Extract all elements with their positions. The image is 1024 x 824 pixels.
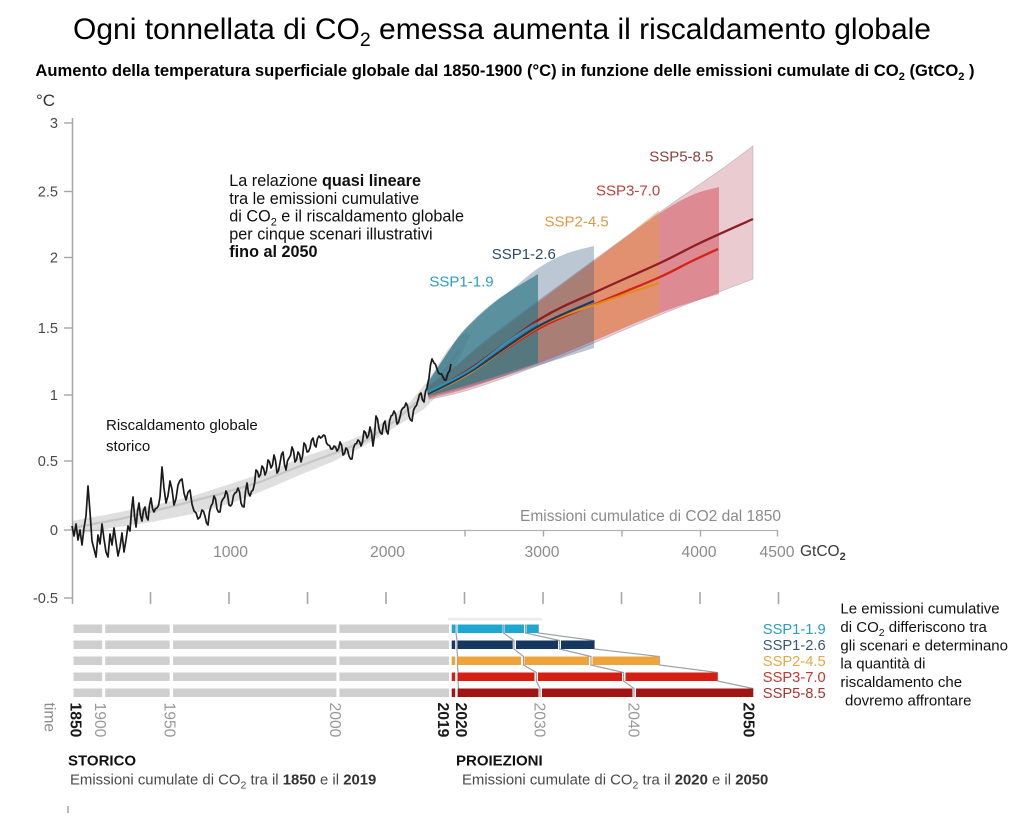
svg-text:1850: 1850 — [67, 703, 84, 738]
svg-text:Emissioni cumulate di CO2 tra: Emissioni cumulate di CO2 tra il 1850 e … — [70, 773, 376, 792]
svg-text:0: 0 — [50, 523, 58, 539]
svg-text:3000: 3000 — [525, 544, 560, 561]
svg-text:riscaldamento che: riscaldamento che — [840, 674, 962, 691]
svg-text:2019: 2019 — [434, 703, 451, 738]
svg-text:0.5: 0.5 — [38, 454, 58, 470]
svg-text:per cinque scenari illustrativ: per cinque scenari illustrativi — [229, 225, 432, 243]
svg-text:2: 2 — [50, 251, 58, 267]
svg-text:SSP1-1.9: SSP1-1.9 — [763, 622, 826, 638]
svg-text:4000: 4000 — [682, 544, 717, 561]
svg-text:gli scenari e determinano: gli scenari e determinano — [840, 637, 1008, 654]
svg-text:2050: 2050 — [740, 703, 757, 738]
svg-text:di CO2 differiscono tra: di CO2 differiscono tra — [840, 619, 987, 639]
svg-text:time: time — [41, 703, 58, 733]
svg-text:Riscaldamento globale: Riscaldamento globale — [106, 417, 258, 434]
svg-text:Ogni tonnellata di CO2 emessa: Ogni tonnellata di CO2 emessa aumenta il… — [73, 13, 931, 51]
svg-text:GtCO2: GtCO2 — [800, 543, 846, 563]
svg-text:Aumento della temperatura supe: Aumento della temperatura superficiale g… — [35, 61, 974, 83]
svg-text:Emissioni cumulate di CO2 tra: Emissioni cumulate di CO2 tra il 2020 e … — [462, 773, 768, 792]
svg-text:2020: 2020 — [452, 703, 469, 738]
svg-text:SSP3-7.0: SSP3-7.0 — [763, 670, 826, 686]
svg-text:2030: 2030 — [531, 703, 548, 738]
svg-text:SSP5-8.5: SSP5-8.5 — [763, 686, 826, 702]
svg-text:la quantità di: la quantità di — [840, 656, 925, 673]
svg-text:SSP5-8.5: SSP5-8.5 — [649, 149, 713, 166]
svg-text:di CO2 e il riscaldamento glob: di CO2 e il riscaldamento globale — [229, 208, 464, 229]
svg-text:1.5: 1.5 — [38, 321, 58, 337]
svg-text:1: 1 — [50, 388, 58, 404]
svg-text:storico: storico — [106, 438, 150, 455]
svg-text:4500: 4500 — [760, 544, 795, 561]
svg-text:2000: 2000 — [370, 544, 405, 561]
svg-text:1900: 1900 — [91, 703, 108, 738]
svg-text:dovremo affrontare: dovremo affrontare — [845, 693, 971, 710]
svg-text:Le emissioni cumulative: Le emissioni cumulative — [840, 601, 999, 618]
svg-text:fino al 2050: fino al 2050 — [229, 243, 317, 261]
svg-text:2.5: 2.5 — [38, 185, 58, 201]
svg-text:°C: °C — [36, 91, 55, 110]
svg-text:SSP1-2.6: SSP1-2.6 — [763, 638, 826, 654]
svg-text:STORICO: STORICO — [68, 753, 136, 770]
svg-text:2040: 2040 — [625, 703, 642, 738]
svg-text:La relazione quasi lineare: La relazione quasi lineare — [229, 172, 421, 190]
svg-text:1000: 1000 — [213, 544, 248, 561]
svg-text:1950: 1950 — [161, 703, 178, 738]
svg-text:SSP1-2.6: SSP1-2.6 — [492, 246, 556, 263]
svg-text:3: 3 — [50, 116, 58, 132]
svg-text:SSP2-4.5: SSP2-4.5 — [545, 214, 609, 231]
svg-text:tra le emissioni cumulative: tra le emissioni cumulative — [229, 190, 419, 208]
svg-text:SSP2-4.5: SSP2-4.5 — [763, 654, 826, 670]
svg-text:Emissioni cumulatice di CO2 da: Emissioni cumulatice di CO2 dal 1850 — [520, 508, 781, 525]
svg-text:-0.5: -0.5 — [33, 591, 58, 607]
svg-text:PROIEZIONI: PROIEZIONI — [456, 753, 543, 770]
svg-text:SSP1-1.9: SSP1-1.9 — [429, 274, 493, 291]
svg-text:2000: 2000 — [326, 703, 343, 738]
svg-text:SSP3-7.0: SSP3-7.0 — [596, 183, 660, 200]
